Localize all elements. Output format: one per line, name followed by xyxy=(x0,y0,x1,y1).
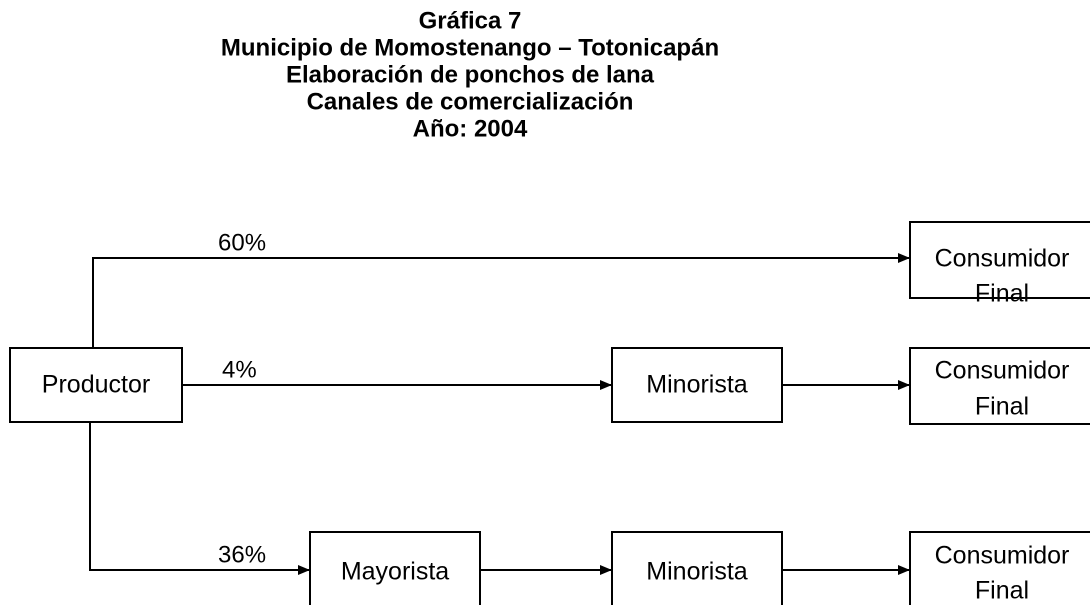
node-box xyxy=(909,531,1090,605)
node-box xyxy=(309,531,481,605)
node-label: Final xyxy=(975,393,1029,421)
node-label: Final xyxy=(975,577,1029,605)
node-label: Consumidor xyxy=(935,245,1070,273)
node-box xyxy=(611,347,783,423)
node-label: Consumidor xyxy=(935,542,1070,570)
title: Gráfica 7 Municipio de Momostenango – To… xyxy=(221,7,719,142)
title-line: Gráfica 7 xyxy=(419,7,522,34)
title-line: Canales de comercialización xyxy=(307,88,634,115)
edge-label: 4% xyxy=(222,356,257,383)
node-label: Minorista xyxy=(646,558,748,586)
node-label: Minorista xyxy=(646,371,748,399)
title-line: Año: 2004 xyxy=(413,115,528,142)
node-box xyxy=(611,531,783,605)
node-label: Consumidor xyxy=(935,357,1070,385)
title-line: Municipio de Momostenango – Totonicapán xyxy=(221,34,719,61)
title-line: Elaboración de ponchos de lana xyxy=(286,61,655,88)
edge-label: 36% xyxy=(218,541,266,568)
node-label: Mayorista xyxy=(341,558,449,586)
edge-label: 60% xyxy=(218,229,266,256)
node-box xyxy=(9,347,183,423)
node-label: Final xyxy=(975,280,1029,308)
arrow xyxy=(92,253,910,348)
arrow xyxy=(89,422,310,575)
node-label: Productor xyxy=(42,371,150,399)
node-box xyxy=(909,347,1090,425)
node-box xyxy=(909,221,1090,299)
